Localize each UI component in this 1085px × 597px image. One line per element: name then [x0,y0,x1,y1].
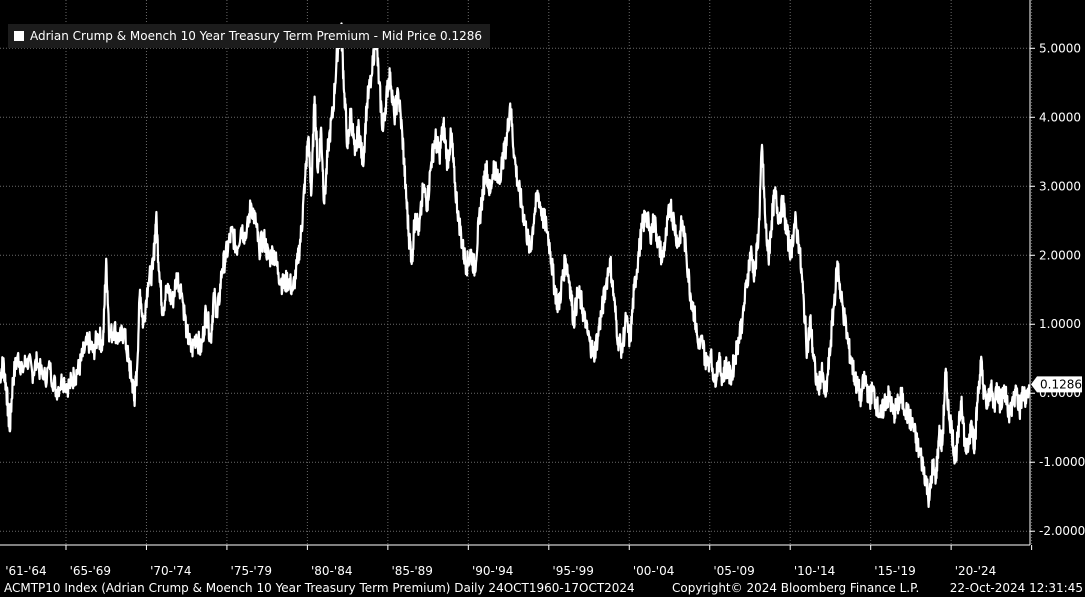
x-tick-label: '70-'74 [150,564,191,578]
footer-security-description: ACMTP10 Index (Adrian Crump & Moench 10 … [4,581,635,595]
x-tick-label: '61-'64 [5,564,46,578]
last-price-tag-label: 0.1286 [1040,377,1082,391]
x-tick-label: '80-'84 [311,564,352,578]
footer-timestamp: 22-Oct-2024 12:31:45 [949,581,1083,595]
y-axis-ticks: 5.00004.00003.00002.00001.00000.0000-1.0… [1030,41,1085,538]
series-line [0,22,1031,508]
x-tick-label: '05-'09 [713,564,754,578]
x-tick-label: '95-'99 [552,564,593,578]
footer-copyright: Copyright© 2024 Bloomberg Finance L.P. [672,581,920,595]
legend: Adrian Crump & Moench 10 Year Treasury T… [8,24,491,48]
grid-lines [0,0,1033,545]
x-tick-label: '20-'24 [955,564,996,578]
y-tick-label: 4.0000 [1039,110,1081,124]
legend-label: Adrian Crump & Moench 10 Year Treasury T… [30,29,483,43]
last-price-tag: 0.1286 [1031,376,1082,393]
x-tick-label: '90-'94 [472,564,513,578]
legend-swatch [14,31,24,41]
y-tick-label: -2.0000 [1039,524,1085,538]
series-group [0,22,1031,508]
x-tick-label: '75-'79 [231,564,272,578]
y-tick-label: 5.0000 [1039,41,1081,55]
plot-background [0,0,1030,545]
x-tick-label: '10-'14 [794,564,835,578]
x-tick-label: '65-'69 [70,564,111,578]
y-tick-label: 2.0000 [1039,248,1081,262]
y-tick-label: 3.0000 [1039,179,1081,193]
last-price-tag-shape [1031,376,1082,393]
x-tick-label: '15-'19 [874,564,915,578]
x-axis-ticks: '61-'64 '65-'69 '70-'74 '75-'79 '80-'84 '85-'… [5,545,1033,578]
y-tick-label: -1.0000 [1039,455,1085,469]
x-tick-label: '00-'04 [633,564,674,578]
y-tick-label: 1.0000 [1039,317,1081,331]
x-tick-label: '85-'89 [391,564,432,578]
